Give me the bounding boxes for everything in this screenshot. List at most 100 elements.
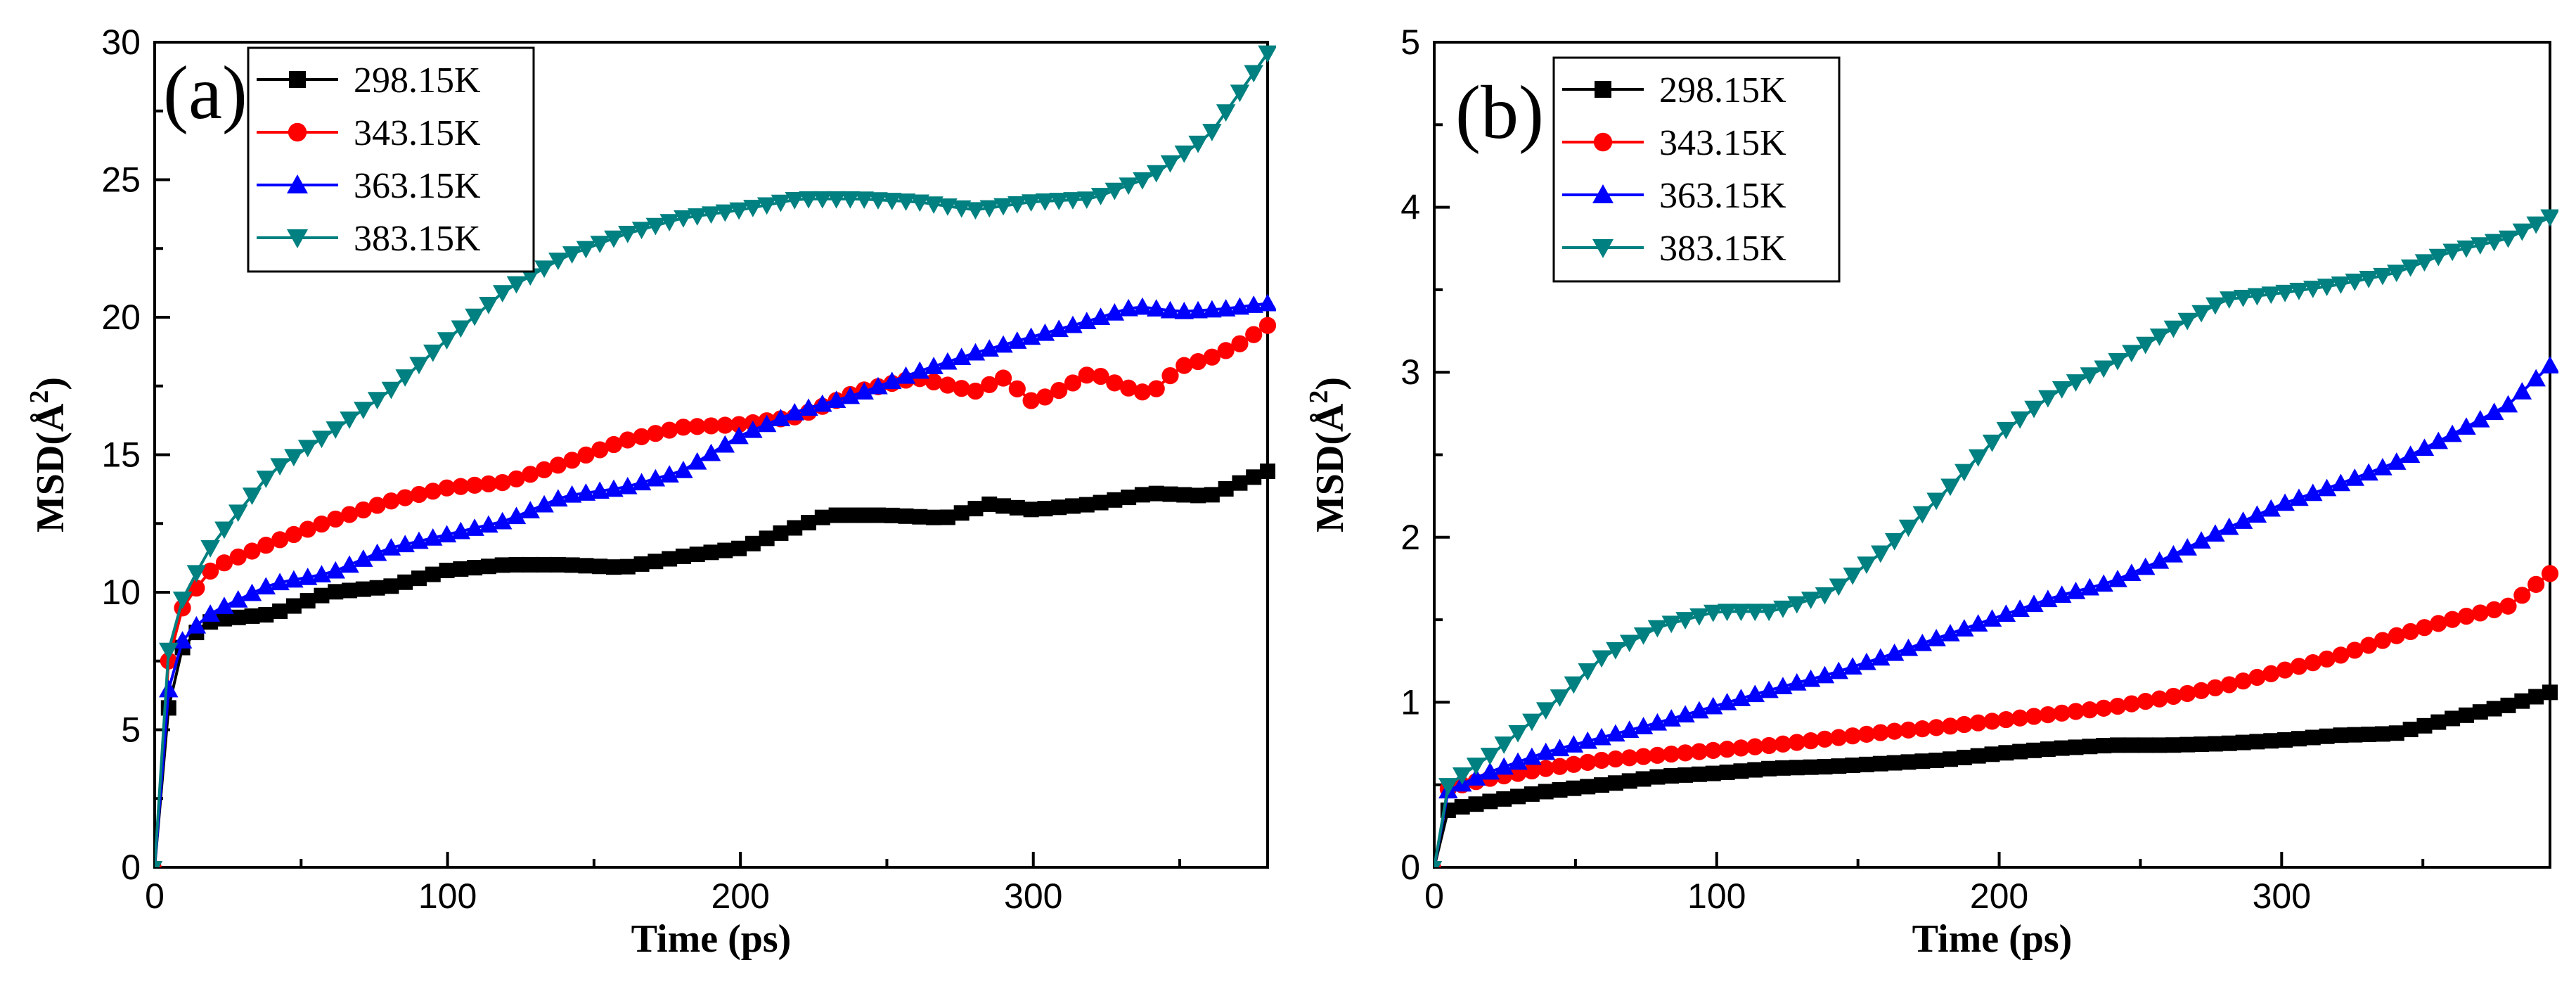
data-point [1857,652,1876,670]
data-point [215,554,233,572]
series-363.15K [155,293,1276,867]
data-point [981,496,998,512]
data-point [1829,661,1849,679]
data-point [1801,592,1821,609]
data-point [896,366,916,384]
data-point [840,386,861,404]
data-point [257,537,275,554]
data-point [912,509,928,525]
data-point [2304,654,2321,672]
data-point [1731,604,1751,622]
data-point [1830,729,1848,746]
data-point [1997,710,2015,729]
data-point [674,460,693,478]
data-point [926,509,942,525]
data-point [2233,511,2253,529]
data-point [2163,544,2184,563]
data-point [1775,760,1791,776]
data-point [1174,302,1194,319]
data-point [2149,551,2170,569]
data-point [1607,775,1623,791]
data-point [395,369,415,387]
data-point [1232,475,1248,491]
data-point [675,548,691,564]
data-point [1480,762,1500,780]
data-point [1719,764,1735,780]
data-point [1942,751,1958,767]
data-point [2513,587,2531,604]
data-point [506,506,527,525]
data-point [2219,517,2239,535]
data-point [577,446,595,464]
x-tick-label: 100 [1687,876,1746,916]
data-point [898,508,914,524]
data-point [186,615,207,634]
data-point [2416,717,2433,734]
data-point [2471,604,2489,622]
data-point [2485,601,2503,618]
data-point [2275,493,2295,511]
data-point [2317,478,2337,497]
data-point [2163,320,2184,338]
data-point [299,521,316,538]
data-point [2428,248,2449,267]
data-point [578,558,594,574]
data-point [1508,724,1528,743]
y-tick-label: 20 [101,298,141,337]
data-point [745,535,761,551]
data-point [383,578,399,594]
data-point [382,492,400,510]
data-point [1216,299,1236,317]
data-point [1452,767,1472,785]
data-point [395,535,415,553]
data-point [549,456,567,474]
data-point [771,409,791,426]
data-point [576,241,596,259]
data-point [368,497,386,514]
data-point [159,679,179,698]
data-point [605,559,622,575]
data-point [2122,345,2142,363]
data-point [2359,463,2378,481]
data-point [2484,234,2504,252]
data-point [1510,788,1526,805]
data-point [870,507,886,523]
data-point [1829,578,1849,596]
data-point [2303,281,2323,298]
data-point [1260,463,1275,479]
data-point [438,479,456,497]
data-point [1649,769,1666,785]
data-point [1093,494,1109,511]
data-point [1565,755,1583,773]
data-point [2025,708,2043,725]
data-point [548,253,568,271]
data-point [425,566,441,582]
data-point [1063,192,1083,210]
legend-label: 363.15K [1659,176,1786,216]
data-point [465,518,484,536]
legend: 298.15K 343.15K 363.15K 383.15K [1552,56,1841,283]
data-point [1663,745,1680,763]
data-point [494,473,511,492]
series-line [1434,215,2551,867]
data-point [618,225,638,243]
data-point [1675,612,1695,630]
data-point [492,285,513,303]
data-point [715,204,735,222]
data-point [465,308,484,326]
data-point [340,411,359,429]
data-point [1217,342,1235,359]
data-point [1704,604,1723,622]
data-point [354,501,372,519]
data-point [619,431,636,449]
data-point [508,556,524,573]
data-point [1926,628,1946,646]
data-point [688,418,706,435]
data-point [2512,382,2532,400]
data-point [522,466,539,483]
data-point [424,483,442,500]
data-point [592,558,608,575]
